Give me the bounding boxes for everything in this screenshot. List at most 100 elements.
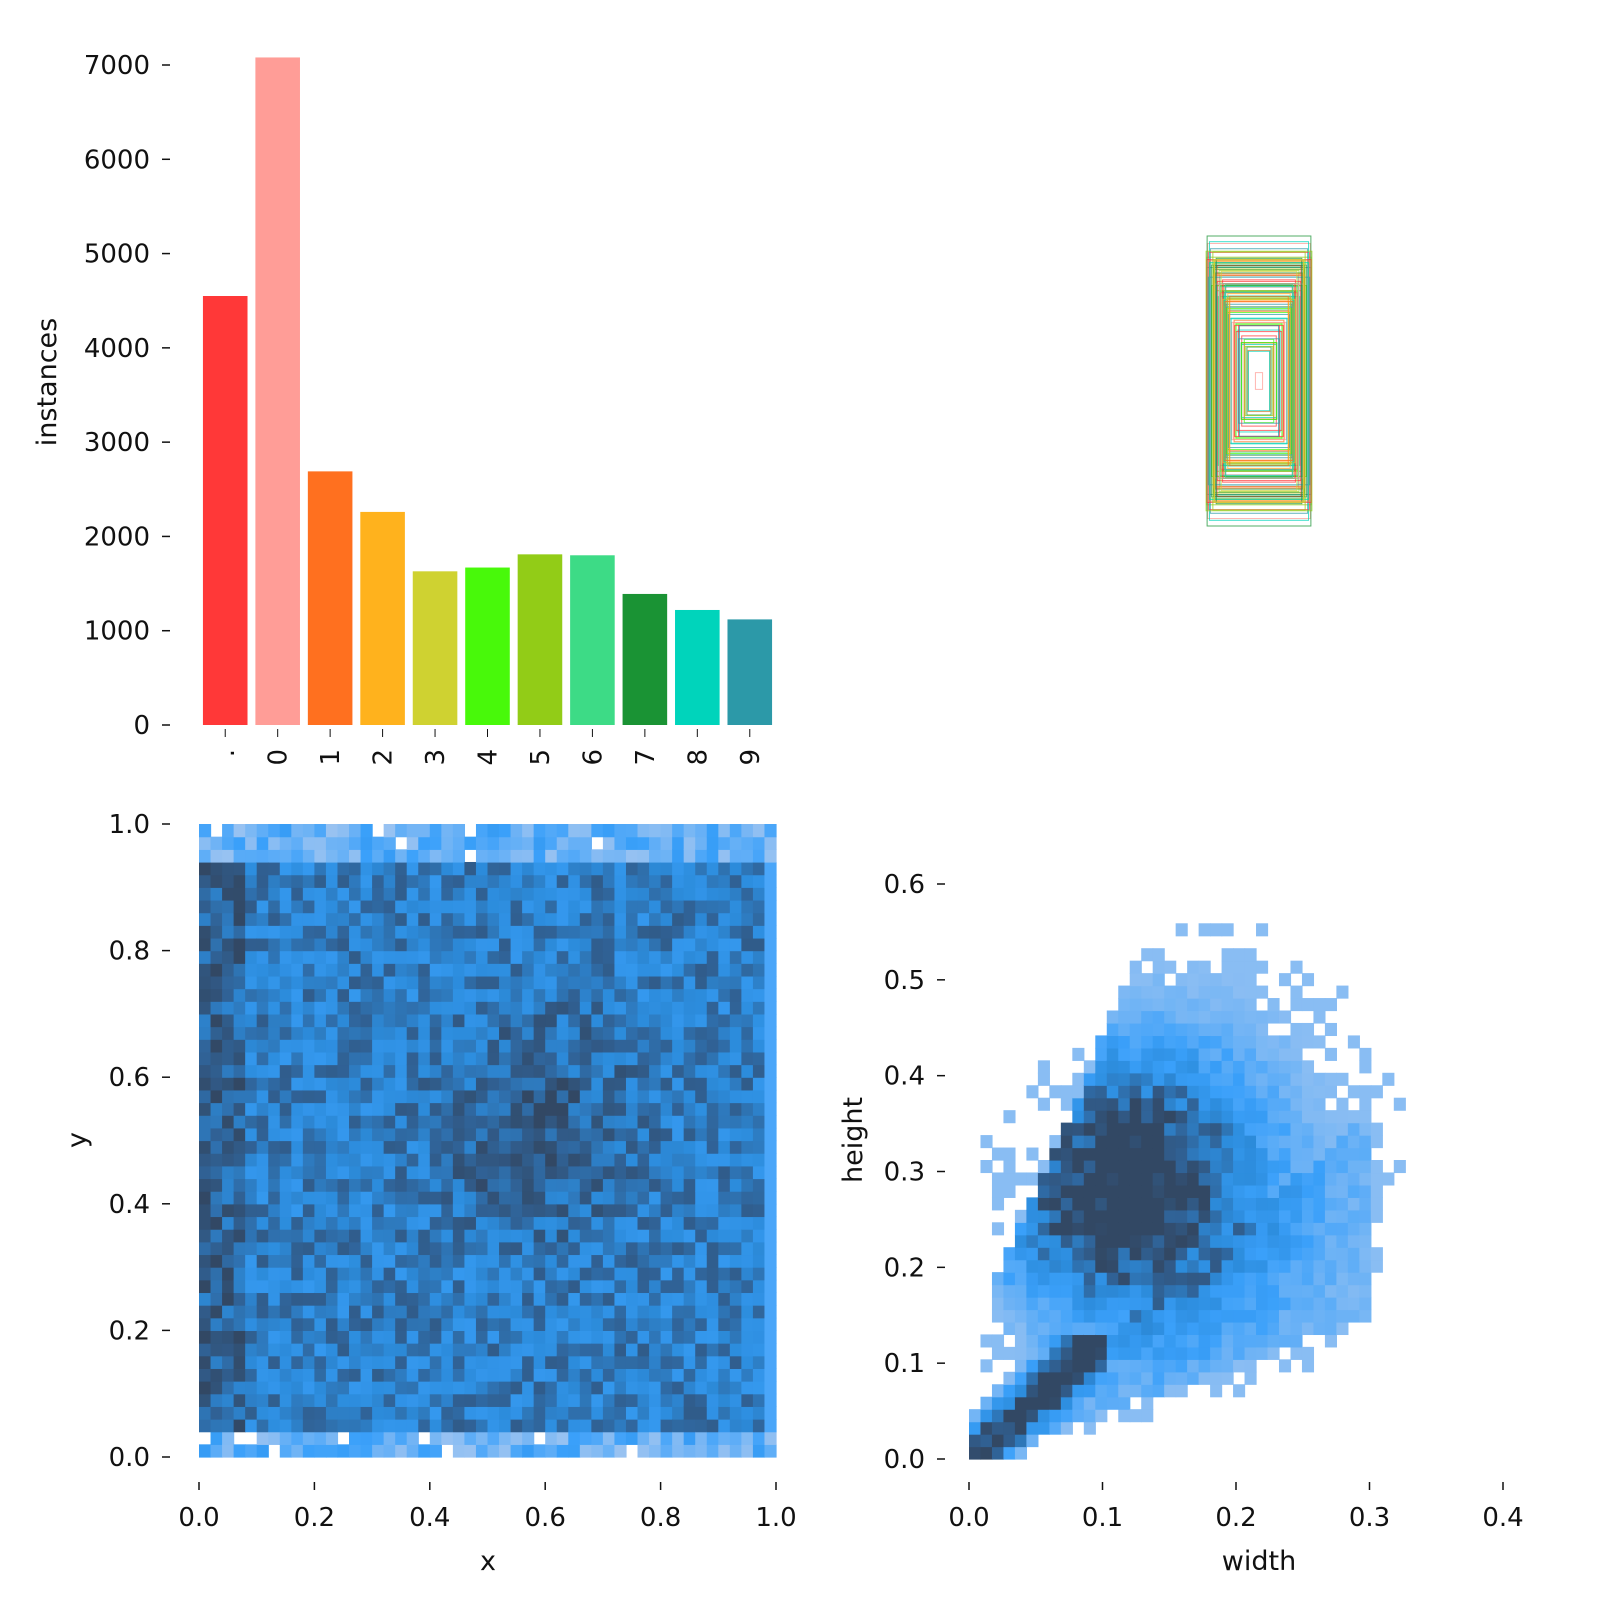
heatmap-cell [279, 1064, 292, 1078]
heatmap-cell [1336, 1297, 1349, 1311]
heatmap-cell [625, 1178, 639, 1192]
heatmap-cell [579, 1051, 592, 1066]
heatmap-cell [349, 1115, 362, 1129]
heatmap-cell [395, 1267, 408, 1281]
heatmap-cell [1118, 1284, 1131, 1298]
heatmap-cell [1083, 1272, 1096, 1286]
heatmap-cell [752, 1191, 766, 1205]
heatmap-cell [1164, 1359, 1177, 1373]
heatmap-cell [418, 1115, 431, 1129]
heatmap-cell [256, 1140, 269, 1154]
heatmap-cell [429, 1140, 442, 1154]
heatmap-cell [429, 1355, 442, 1369]
heatmap-cell [1129, 998, 1142, 1012]
heatmap-cell [418, 1305, 431, 1319]
heatmap-cell [429, 1267, 442, 1281]
heatmap-cell [602, 1191, 616, 1205]
heatmap-cell [279, 1393, 292, 1407]
heatmap-cell [672, 1267, 685, 1281]
xy-x-tick-label: 0.0 [178, 1503, 219, 1533]
heatmap-cell [764, 1431, 777, 1445]
heatmap-cell [199, 950, 212, 964]
heatmap-cell [314, 1216, 327, 1230]
heatmap-cell [222, 1165, 235, 1180]
heatmap-cell [349, 975, 362, 990]
heatmap-cell [672, 1241, 685, 1256]
heatmap-cell [660, 988, 673, 1002]
heatmap-cell [1106, 1284, 1119, 1298]
heatmap-cell [510, 1267, 523, 1281]
heatmap-cell [349, 1431, 362, 1445]
heatmap-cell [1141, 1160, 1154, 1174]
heatmap-cell [256, 937, 269, 952]
heatmap-cell [1210, 1022, 1223, 1037]
heatmap-cell [1129, 1197, 1142, 1211]
heatmap-cell [649, 1064, 662, 1078]
heatmap-cell [1129, 1160, 1142, 1174]
heatmap-cell [1359, 1172, 1372, 1186]
heatmap-cell [475, 1241, 489, 1256]
heatmap-cell [383, 887, 396, 901]
heatmap-cell [245, 1241, 258, 1256]
heatmap-cell [1301, 1110, 1315, 1124]
heatmap-cell [406, 1368, 419, 1382]
heatmap-cell [1359, 1184, 1372, 1198]
heatmap-cell [1301, 1297, 1315, 1311]
heatmap-cell [418, 824, 431, 838]
heatmap-cell [360, 1153, 373, 1167]
heatmap-cell [579, 861, 592, 876]
heatmap-cell [279, 1267, 292, 1281]
heatmap-cell [383, 899, 396, 914]
heatmap-cell [418, 925, 431, 939]
heatmap-cell [1014, 1272, 1028, 1286]
heatmap-cell [337, 1001, 350, 1015]
heatmap-cell [556, 1292, 569, 1306]
heatmap-cell [233, 1216, 246, 1230]
heatmap-cell [1118, 1197, 1131, 1211]
heatmap-cell [1118, 1060, 1131, 1074]
heatmap-cell [625, 1241, 639, 1256]
heatmap-cell [395, 1077, 408, 1091]
heatmap-cell [1221, 1122, 1234, 1136]
heatmap-cell [429, 824, 442, 838]
heatmap-cell [695, 1077, 708, 1091]
heatmap-cell [475, 1026, 489, 1040]
heatmap-cell [383, 925, 396, 939]
heatmap-cell [718, 1051, 731, 1066]
heatmap-cell [1313, 1085, 1326, 1099]
heatmap-cell [1324, 1072, 1337, 1086]
heatmap-cell [291, 849, 304, 863]
heatmap-cell [1290, 1147, 1303, 1161]
heatmap-cell [222, 1431, 235, 1445]
heatmap-cell [729, 1115, 742, 1129]
heatmap-cell [360, 1279, 373, 1294]
heatmap-cell [718, 849, 731, 863]
heatmap-cell [245, 1406, 258, 1420]
heatmap-cell [660, 1431, 673, 1445]
heatmap-cell [325, 874, 339, 888]
heatmap-cell [291, 1267, 304, 1281]
heatmap-cell [1244, 998, 1257, 1012]
heatmap-cell [1152, 948, 1165, 962]
heatmap-cell [256, 925, 269, 939]
heatmap-cell [429, 1153, 442, 1167]
heatmap-cell [325, 824, 339, 838]
heatmap-cell [522, 1368, 535, 1382]
heatmap-cell [591, 1127, 604, 1142]
heatmap-cell [1267, 1035, 1280, 1049]
wh-y-tick-label: 0.1 [884, 1349, 925, 1379]
heatmap-cell [1198, 1272, 1211, 1286]
heatmap-cell [464, 1279, 477, 1294]
heatmap-cell [752, 1178, 766, 1192]
heatmap-cell [1313, 1272, 1326, 1286]
heatmap-cell [1106, 1321, 1119, 1336]
heatmap-cell [545, 1393, 558, 1407]
heatmap-cell [314, 1102, 327, 1116]
heatmap-cell [1244, 1334, 1257, 1348]
heatmap-cell [245, 975, 258, 990]
heatmap-cell [672, 1115, 685, 1129]
heatmap-cell [545, 836, 558, 850]
heatmap-cell [1244, 1272, 1257, 1286]
heatmap-cell [991, 1172, 1005, 1186]
heatmap-cell [291, 887, 304, 901]
